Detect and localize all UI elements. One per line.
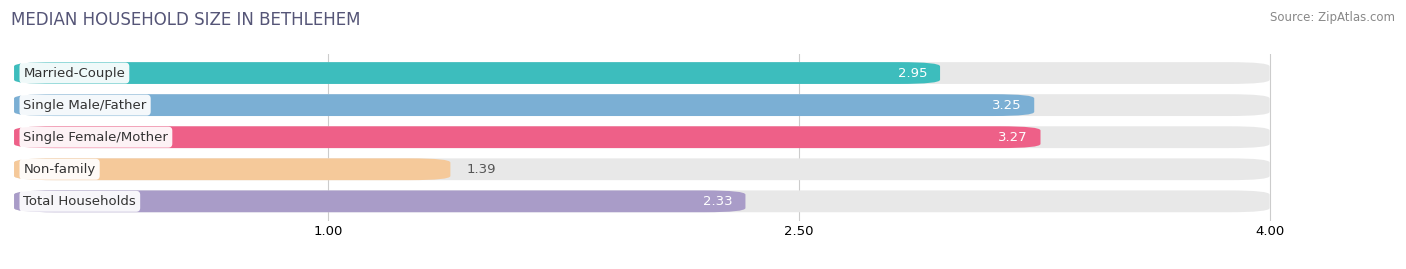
Text: MEDIAN HOUSEHOLD SIZE IN BETHLEHEM: MEDIAN HOUSEHOLD SIZE IN BETHLEHEM [11,11,361,29]
Text: 2.33: 2.33 [703,195,733,208]
FancyBboxPatch shape [14,126,1270,148]
FancyBboxPatch shape [14,126,1040,148]
FancyBboxPatch shape [14,190,1270,212]
Text: Single Male/Father: Single Male/Father [24,99,146,112]
FancyBboxPatch shape [14,190,745,212]
Text: Source: ZipAtlas.com: Source: ZipAtlas.com [1270,11,1395,24]
FancyBboxPatch shape [14,158,1270,180]
FancyBboxPatch shape [14,62,941,84]
FancyBboxPatch shape [14,158,450,180]
FancyBboxPatch shape [14,94,1270,116]
FancyBboxPatch shape [14,62,1270,84]
Text: Single Female/Mother: Single Female/Mother [24,131,169,144]
Text: 1.39: 1.39 [465,163,495,176]
Text: 3.27: 3.27 [998,131,1028,144]
Text: 3.25: 3.25 [993,99,1022,112]
Text: 2.95: 2.95 [898,66,928,80]
Text: Married-Couple: Married-Couple [24,66,125,80]
FancyBboxPatch shape [14,94,1035,116]
Text: Total Households: Total Households [24,195,136,208]
Text: Non-family: Non-family [24,163,96,176]
